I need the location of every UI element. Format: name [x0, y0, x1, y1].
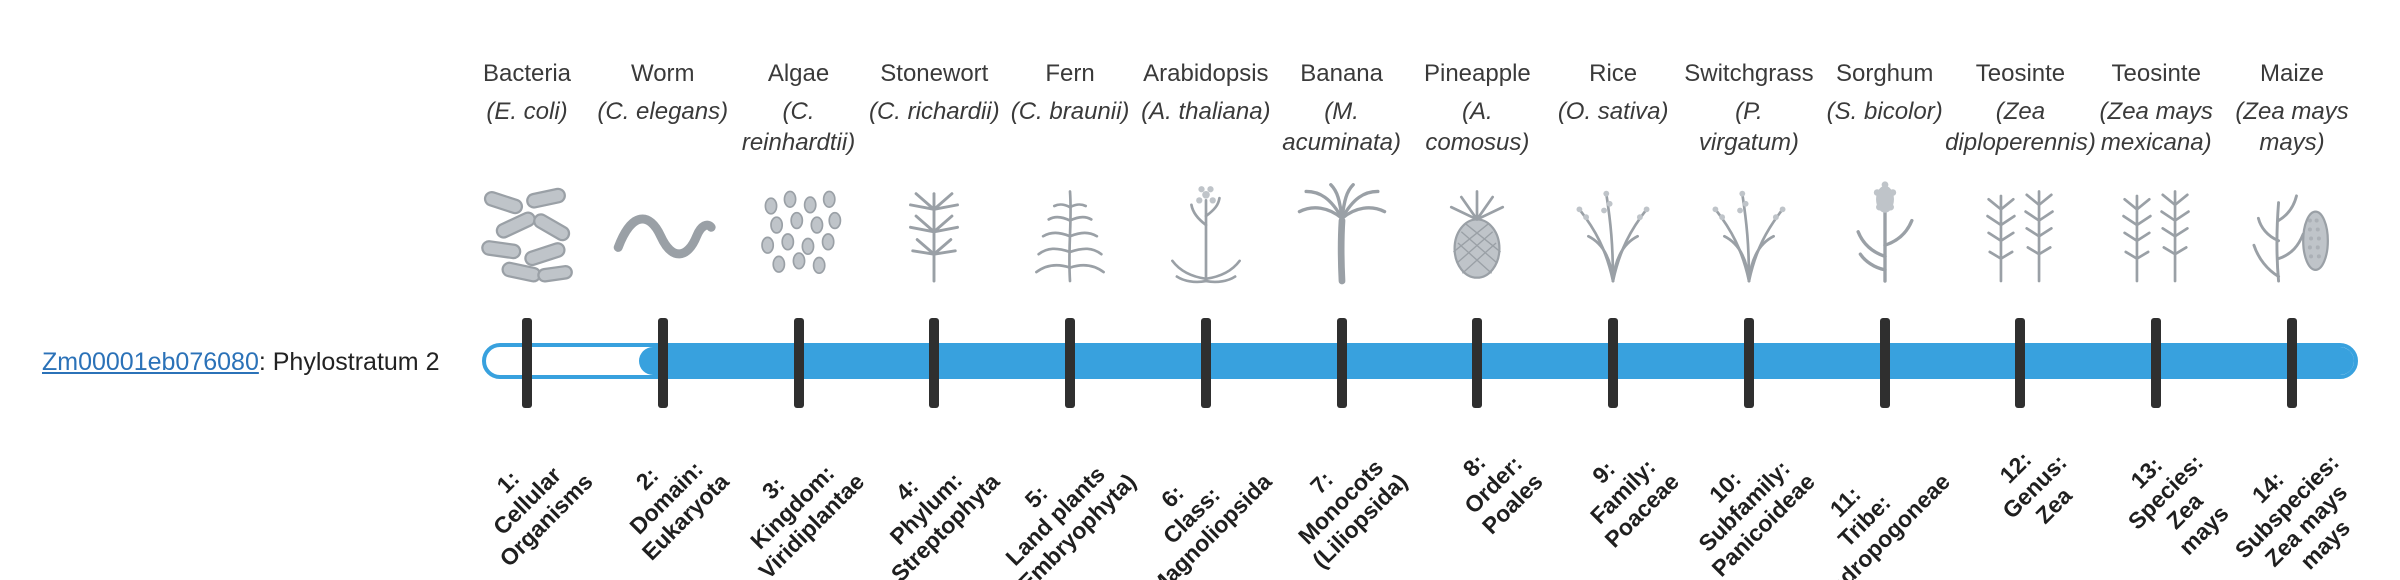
organism-common-name: Sorghum	[1835, 60, 1934, 87]
timeline-tick	[1065, 318, 1076, 408]
stratum-label: 8: Order: Poales	[1439, 430, 1549, 540]
scientific-name-line: (O. sativa)	[1557, 98, 1669, 125]
scientific-name-line: mays)	[2259, 129, 2325, 156]
scientific-name-line: (E. coli)	[486, 98, 568, 125]
timeline-tick	[2287, 318, 2297, 408]
timeline-tick	[1608, 318, 1619, 408]
stratum-label: 9: Family: Poaceae	[1561, 430, 1684, 553]
timeline-tick	[1472, 318, 1483, 408]
organism-common-name: Fern	[1045, 60, 1095, 87]
organism-scientific-name: (Zea mays mexicana)	[2046, 96, 2266, 158]
gene-label-suffix: : Phylostratum 2	[258, 348, 440, 376]
palm-icon	[1267, 168, 1417, 290]
organism-scientific-name: (O. sativa)	[1503, 96, 1723, 127]
organism-common-name: Bacteria	[482, 60, 572, 87]
organism-scientific-name: (S. bicolor)	[1775, 96, 1995, 127]
scientific-name-line: acuminata)	[1282, 129, 1401, 156]
timeline-tick	[1336, 318, 1347, 408]
stratum-label: 7: Monocots (Liliopsida)	[1269, 430, 1413, 574]
scientific-name-line: (S. bicolor)	[1826, 98, 1943, 125]
scientific-name-line: (A.	[1462, 98, 1493, 125]
scientific-name-line: (Zea	[1995, 98, 2046, 125]
timeline-tick	[522, 318, 532, 408]
worm-icon	[588, 168, 738, 290]
algae-icon	[724, 168, 874, 290]
scientific-name-line: (A. thaliana)	[1141, 98, 1271, 125]
scientific-name-line: mexicana)	[2100, 129, 2212, 156]
organism-common-name: Pineapple	[1423, 60, 1531, 87]
timeline-tick	[657, 318, 668, 408]
stratum-label: 13: Species: Zea mays	[2103, 430, 2246, 573]
grass-icon	[1674, 168, 1824, 290]
organism-common-name: Teosinte	[1975, 60, 2066, 87]
gene-label: Zm00001eb076080: Phylostratum 2	[42, 348, 440, 377]
timeline-tick	[1879, 318, 1890, 408]
timeline-tick	[1200, 318, 1211, 408]
stratum-label: 12: Genus: Zea	[1978, 430, 2091, 543]
teosinte-icon	[2081, 168, 2231, 290]
stratum-label: 5: Land plants (Embryophyta)	[969, 430, 1141, 580]
timeline-tick	[2015, 318, 2026, 408]
organism-common-name: Arabidopsis	[1143, 60, 1269, 87]
scientific-name-line: (C. elegans)	[597, 98, 729, 125]
teosinte-icon	[1945, 168, 2095, 290]
organism-scientific-name: (A. comosus)	[1367, 96, 1587, 158]
scientific-name-line: (C. richardii)	[868, 98, 1000, 125]
scientific-name-line: diploperennis)	[1945, 129, 2096, 156]
organism-common-name: Algae	[767, 60, 830, 87]
maize-icon	[2217, 168, 2367, 290]
timeline-tick	[2151, 318, 2162, 408]
scientific-name-line: (Zea mays	[2099, 98, 2213, 125]
timeline-tick	[793, 318, 804, 408]
fern-icon	[995, 168, 1145, 290]
rosette-icon	[1131, 168, 1281, 290]
stonewort-icon	[859, 168, 1009, 290]
organism-scientific-name: (C. braunii)	[960, 96, 1180, 127]
organism-common-name: Teosinte	[2111, 60, 2201, 87]
timeline-tick	[1743, 318, 1754, 408]
stratum-label: 1: Cellular Organisms	[456, 430, 598, 572]
organism-scientific-name: (Zea diploperennis)	[1910, 96, 2130, 158]
gene-id-link[interactable]: Zm00001eb076080	[42, 348, 259, 376]
organism-common-name: Switchgrass	[1684, 60, 1814, 87]
organism-common-name: Banana	[1300, 60, 1383, 87]
scientific-name-line: virgatum)	[1698, 129, 1799, 156]
scientific-name-line: (C. braunii)	[1010, 98, 1130, 125]
grass-icon	[1538, 168, 1688, 290]
organism-scientific-name: (M. acuminata)	[1232, 96, 1452, 158]
stratum-label: 3: Kingdom: Viridiplantae	[715, 430, 870, 580]
timeline-tick	[929, 318, 940, 408]
scientific-name-line: comosus)	[1425, 129, 1530, 156]
organism-common-name: Rice	[1589, 60, 1638, 87]
stratum-label: 2: Domain: Eukaryota	[598, 430, 734, 566]
pineapple-icon	[1402, 168, 1552, 290]
stratum-label: 14: Subspecies: Zea mays mays	[2210, 430, 2382, 580]
sorghum-icon	[1810, 168, 1960, 290]
organism-scientific-name: (C. reinhardtii)	[689, 96, 909, 158]
stratum-label: 6: Class: Magnoliopsida	[1106, 430, 1277, 580]
organism-scientific-name: (Zea mays mays)	[2182, 96, 2400, 158]
scientific-name-line: (Zea mays	[2235, 98, 2349, 125]
organism-scientific-name: (C. elegans)	[553, 96, 773, 127]
bacteria-icon	[452, 168, 602, 290]
organism-common-name: Maize	[2259, 60, 2325, 87]
organism-scientific-name: (C. richardii)	[824, 96, 1044, 127]
organism-scientific-name: (A. thaliana)	[1096, 96, 1316, 127]
organism-common-name: Worm	[630, 60, 695, 87]
scientific-name-line: (P.	[1735, 98, 1763, 125]
scientific-name-line: (M.	[1324, 98, 1359, 125]
scientific-name-line: reinhardtii)	[741, 129, 856, 156]
organism-scientific-name: (P. virgatum)	[1639, 96, 1859, 158]
organism-common-name: Stonewort	[880, 60, 989, 87]
scientific-name-line: (C.	[782, 98, 815, 125]
timeline-bar-fill	[639, 347, 2354, 375]
organism-scientific-name: (E. coli)	[417, 96, 637, 127]
timeline-bar	[482, 343, 2358, 379]
